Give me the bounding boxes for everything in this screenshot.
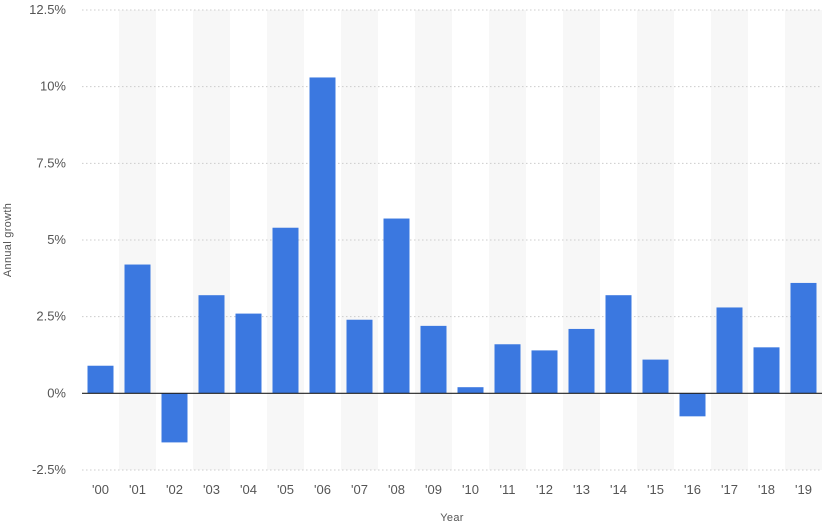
x-tick-label: '09 <box>425 482 442 497</box>
bar[interactable] <box>716 307 743 394</box>
x-tick-label: '16 <box>684 482 701 497</box>
bar[interactable] <box>272 227 299 394</box>
bar[interactable] <box>161 393 188 443</box>
x-tick-label: '11 <box>500 482 516 497</box>
gridlines <box>82 9 822 471</box>
bar[interactable] <box>494 344 521 394</box>
x-tick-label: '03 <box>203 482 220 497</box>
bar[interactable] <box>383 218 410 394</box>
y-axis-title: Annual growth <box>2 203 14 277</box>
x-tick-label: '19 <box>795 482 812 497</box>
x-tick-label: '15 <box>647 482 664 497</box>
bar[interactable] <box>753 347 780 394</box>
y-tick-label: -2.5% <box>32 462 66 477</box>
bar[interactable] <box>457 387 484 394</box>
x-tick-label: '05 <box>277 482 294 497</box>
y-tick-label: 7.5% <box>36 155 66 170</box>
x-tick-label: '08 <box>388 482 405 497</box>
x-tick-label: '13 <box>573 482 590 497</box>
bar[interactable] <box>642 359 669 394</box>
x-tick-label: '04 <box>240 482 257 497</box>
y-tick-label: 12.5% <box>29 2 66 17</box>
x-tick-label: '12 <box>536 482 553 497</box>
bar[interactable] <box>235 313 262 394</box>
x-tick-labels: '00 '01 '02 '03 '04 '05 '06 '07 '08 '09 '10 '11 '12 '… <box>92 482 812 497</box>
y-tick-labels: 12.5% 10% 7.5% 5% 2.5% 0% -2.5% <box>29 2 66 477</box>
bar[interactable] <box>309 77 336 394</box>
y-tick-label: 10% <box>40 79 66 94</box>
x-tick-label: '02 <box>166 482 183 497</box>
x-tick-label: '14 <box>610 482 627 497</box>
bar[interactable] <box>605 295 632 394</box>
x-tick-label: '07 <box>351 482 368 497</box>
y-tick-label: 2.5% <box>36 309 66 324</box>
bar[interactable] <box>346 319 373 394</box>
x-tick-label: '00 <box>92 482 109 497</box>
x-tick-label: '10 <box>462 482 479 497</box>
x-axis-title: Year <box>440 512 463 524</box>
bar[interactable] <box>124 264 151 394</box>
y-tick-label: 0% <box>47 385 66 400</box>
bar[interactable] <box>790 282 817 394</box>
x-tick-label: '17 <box>721 482 738 497</box>
bar[interactable] <box>531 350 558 394</box>
y-tick-label: 5% <box>47 232 66 247</box>
bar[interactable] <box>198 295 225 394</box>
x-tick-label: '01 <box>129 482 146 497</box>
bars <box>87 77 817 443</box>
x-tick-label: '18 <box>758 482 775 497</box>
bar[interactable] <box>420 325 447 394</box>
bar[interactable] <box>87 365 114 394</box>
bar[interactable] <box>679 393 706 417</box>
bar[interactable] <box>568 328 595 394</box>
x-tick-label: '06 <box>314 482 331 497</box>
